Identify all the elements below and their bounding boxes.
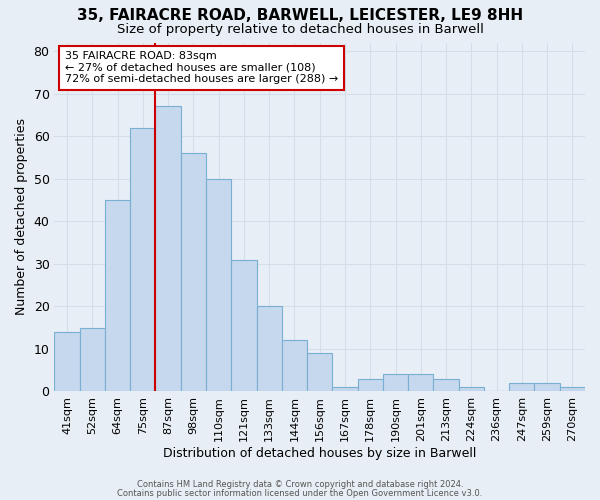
- Bar: [383, 374, 408, 392]
- Bar: [408, 374, 433, 392]
- Bar: [130, 128, 155, 392]
- Text: 35, FAIRACRE ROAD, BARWELL, LEICESTER, LE9 8HH: 35, FAIRACRE ROAD, BARWELL, LEICESTER, L…: [77, 8, 523, 22]
- Bar: [257, 306, 282, 392]
- Bar: [231, 260, 257, 392]
- Bar: [535, 383, 560, 392]
- Bar: [206, 178, 231, 392]
- Y-axis label: Number of detached properties: Number of detached properties: [15, 118, 28, 316]
- Bar: [560, 387, 585, 392]
- Bar: [358, 378, 383, 392]
- X-axis label: Distribution of detached houses by size in Barwell: Distribution of detached houses by size …: [163, 447, 476, 460]
- Text: Contains public sector information licensed under the Open Government Licence v3: Contains public sector information licen…: [118, 488, 482, 498]
- Text: Contains HM Land Registry data © Crown copyright and database right 2024.: Contains HM Land Registry data © Crown c…: [137, 480, 463, 489]
- Text: Size of property relative to detached houses in Barwell: Size of property relative to detached ho…: [116, 22, 484, 36]
- Bar: [80, 328, 105, 392]
- Bar: [105, 200, 130, 392]
- Bar: [433, 378, 458, 392]
- Bar: [332, 387, 358, 392]
- Bar: [458, 387, 484, 392]
- Bar: [282, 340, 307, 392]
- Bar: [181, 153, 206, 392]
- Bar: [509, 383, 535, 392]
- Bar: [55, 332, 80, 392]
- Text: 35 FAIRACRE ROAD: 83sqm
← 27% of detached houses are smaller (108)
72% of semi-d: 35 FAIRACRE ROAD: 83sqm ← 27% of detache…: [65, 51, 338, 84]
- Bar: [307, 353, 332, 392]
- Bar: [155, 106, 181, 392]
